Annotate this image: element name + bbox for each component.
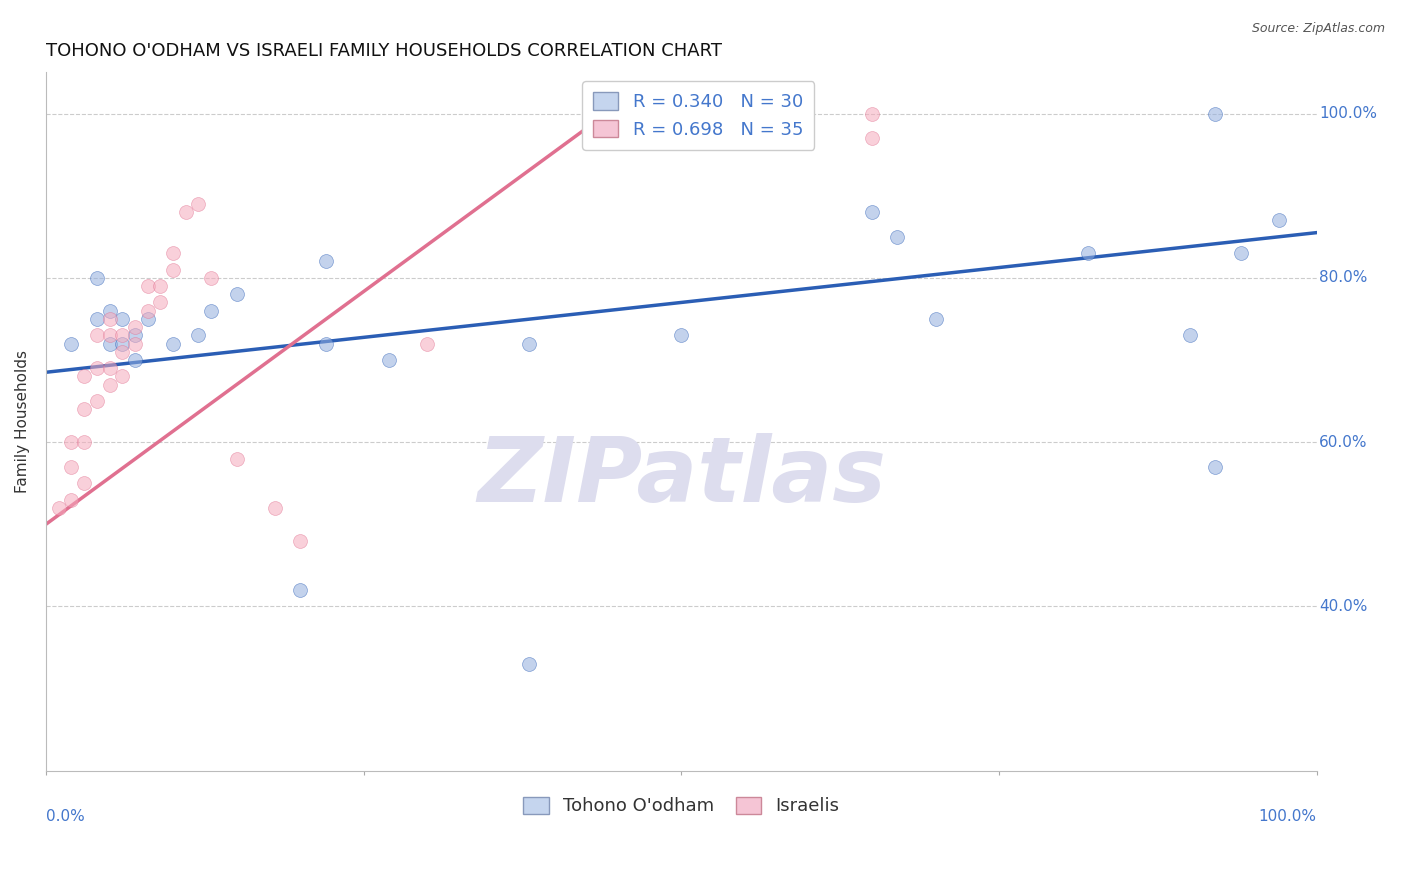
Point xyxy=(924,311,946,326)
Point xyxy=(225,287,247,301)
Point xyxy=(60,492,83,507)
Point xyxy=(136,311,159,326)
Point xyxy=(1267,213,1289,227)
Point xyxy=(98,336,121,351)
Point xyxy=(48,500,70,515)
Point xyxy=(111,328,134,343)
Legend: Tohono O'odham, Israelis: Tohono O'odham, Israelis xyxy=(515,788,848,824)
Text: 100.0%: 100.0% xyxy=(1258,809,1317,824)
Point xyxy=(111,311,134,326)
Point xyxy=(73,435,96,450)
Point xyxy=(416,336,439,351)
Point xyxy=(111,344,134,359)
Text: 60.0%: 60.0% xyxy=(1319,434,1368,450)
Point xyxy=(124,320,146,334)
Point xyxy=(315,336,337,351)
Text: TOHONO O'ODHAM VS ISRAELI FAMILY HOUSEHOLDS CORRELATION CHART: TOHONO O'ODHAM VS ISRAELI FAMILY HOUSEHO… xyxy=(46,42,721,60)
Point xyxy=(517,336,540,351)
Point xyxy=(60,435,83,450)
Point xyxy=(111,336,134,351)
Point xyxy=(73,402,96,417)
Point xyxy=(860,131,883,145)
Point xyxy=(263,500,285,515)
Text: Source: ZipAtlas.com: Source: ZipAtlas.com xyxy=(1251,22,1385,36)
Point xyxy=(187,197,209,211)
Point xyxy=(288,582,311,597)
Point xyxy=(315,254,337,268)
Point xyxy=(378,353,401,368)
Text: 40.0%: 40.0% xyxy=(1319,599,1368,614)
Point xyxy=(124,336,146,351)
Point xyxy=(162,336,184,351)
Point xyxy=(98,377,121,392)
Point xyxy=(187,328,209,343)
Point xyxy=(860,205,883,219)
Point xyxy=(1204,459,1226,474)
Point xyxy=(111,369,134,384)
Point xyxy=(860,106,883,120)
Text: 80.0%: 80.0% xyxy=(1319,270,1368,285)
Point xyxy=(886,229,908,244)
Point xyxy=(174,205,197,219)
Point xyxy=(149,279,172,293)
Point xyxy=(86,394,108,409)
Point xyxy=(200,270,222,285)
Point xyxy=(136,303,159,318)
Point xyxy=(149,295,172,310)
Point xyxy=(86,270,108,285)
Point xyxy=(98,361,121,376)
Y-axis label: Family Households: Family Households xyxy=(15,350,30,493)
Point xyxy=(671,328,693,343)
Point xyxy=(200,303,222,318)
Point xyxy=(124,353,146,368)
Point xyxy=(98,311,121,326)
Point xyxy=(1178,328,1201,343)
Point xyxy=(124,328,146,343)
Point xyxy=(1204,106,1226,120)
Text: ZIPatlas: ZIPatlas xyxy=(477,434,886,522)
Point xyxy=(86,311,108,326)
Point xyxy=(60,459,83,474)
Point xyxy=(98,303,121,318)
Point xyxy=(162,246,184,260)
Point xyxy=(73,476,96,491)
Point xyxy=(517,657,540,671)
Point xyxy=(60,336,83,351)
Point xyxy=(162,262,184,277)
Point xyxy=(86,361,108,376)
Point xyxy=(98,328,121,343)
Point xyxy=(73,369,96,384)
Point xyxy=(136,279,159,293)
Point xyxy=(225,451,247,466)
Point xyxy=(1229,246,1251,260)
Text: 100.0%: 100.0% xyxy=(1319,106,1378,121)
Point xyxy=(288,533,311,548)
Point xyxy=(1077,246,1099,260)
Text: 0.0%: 0.0% xyxy=(46,809,84,824)
Point xyxy=(86,328,108,343)
